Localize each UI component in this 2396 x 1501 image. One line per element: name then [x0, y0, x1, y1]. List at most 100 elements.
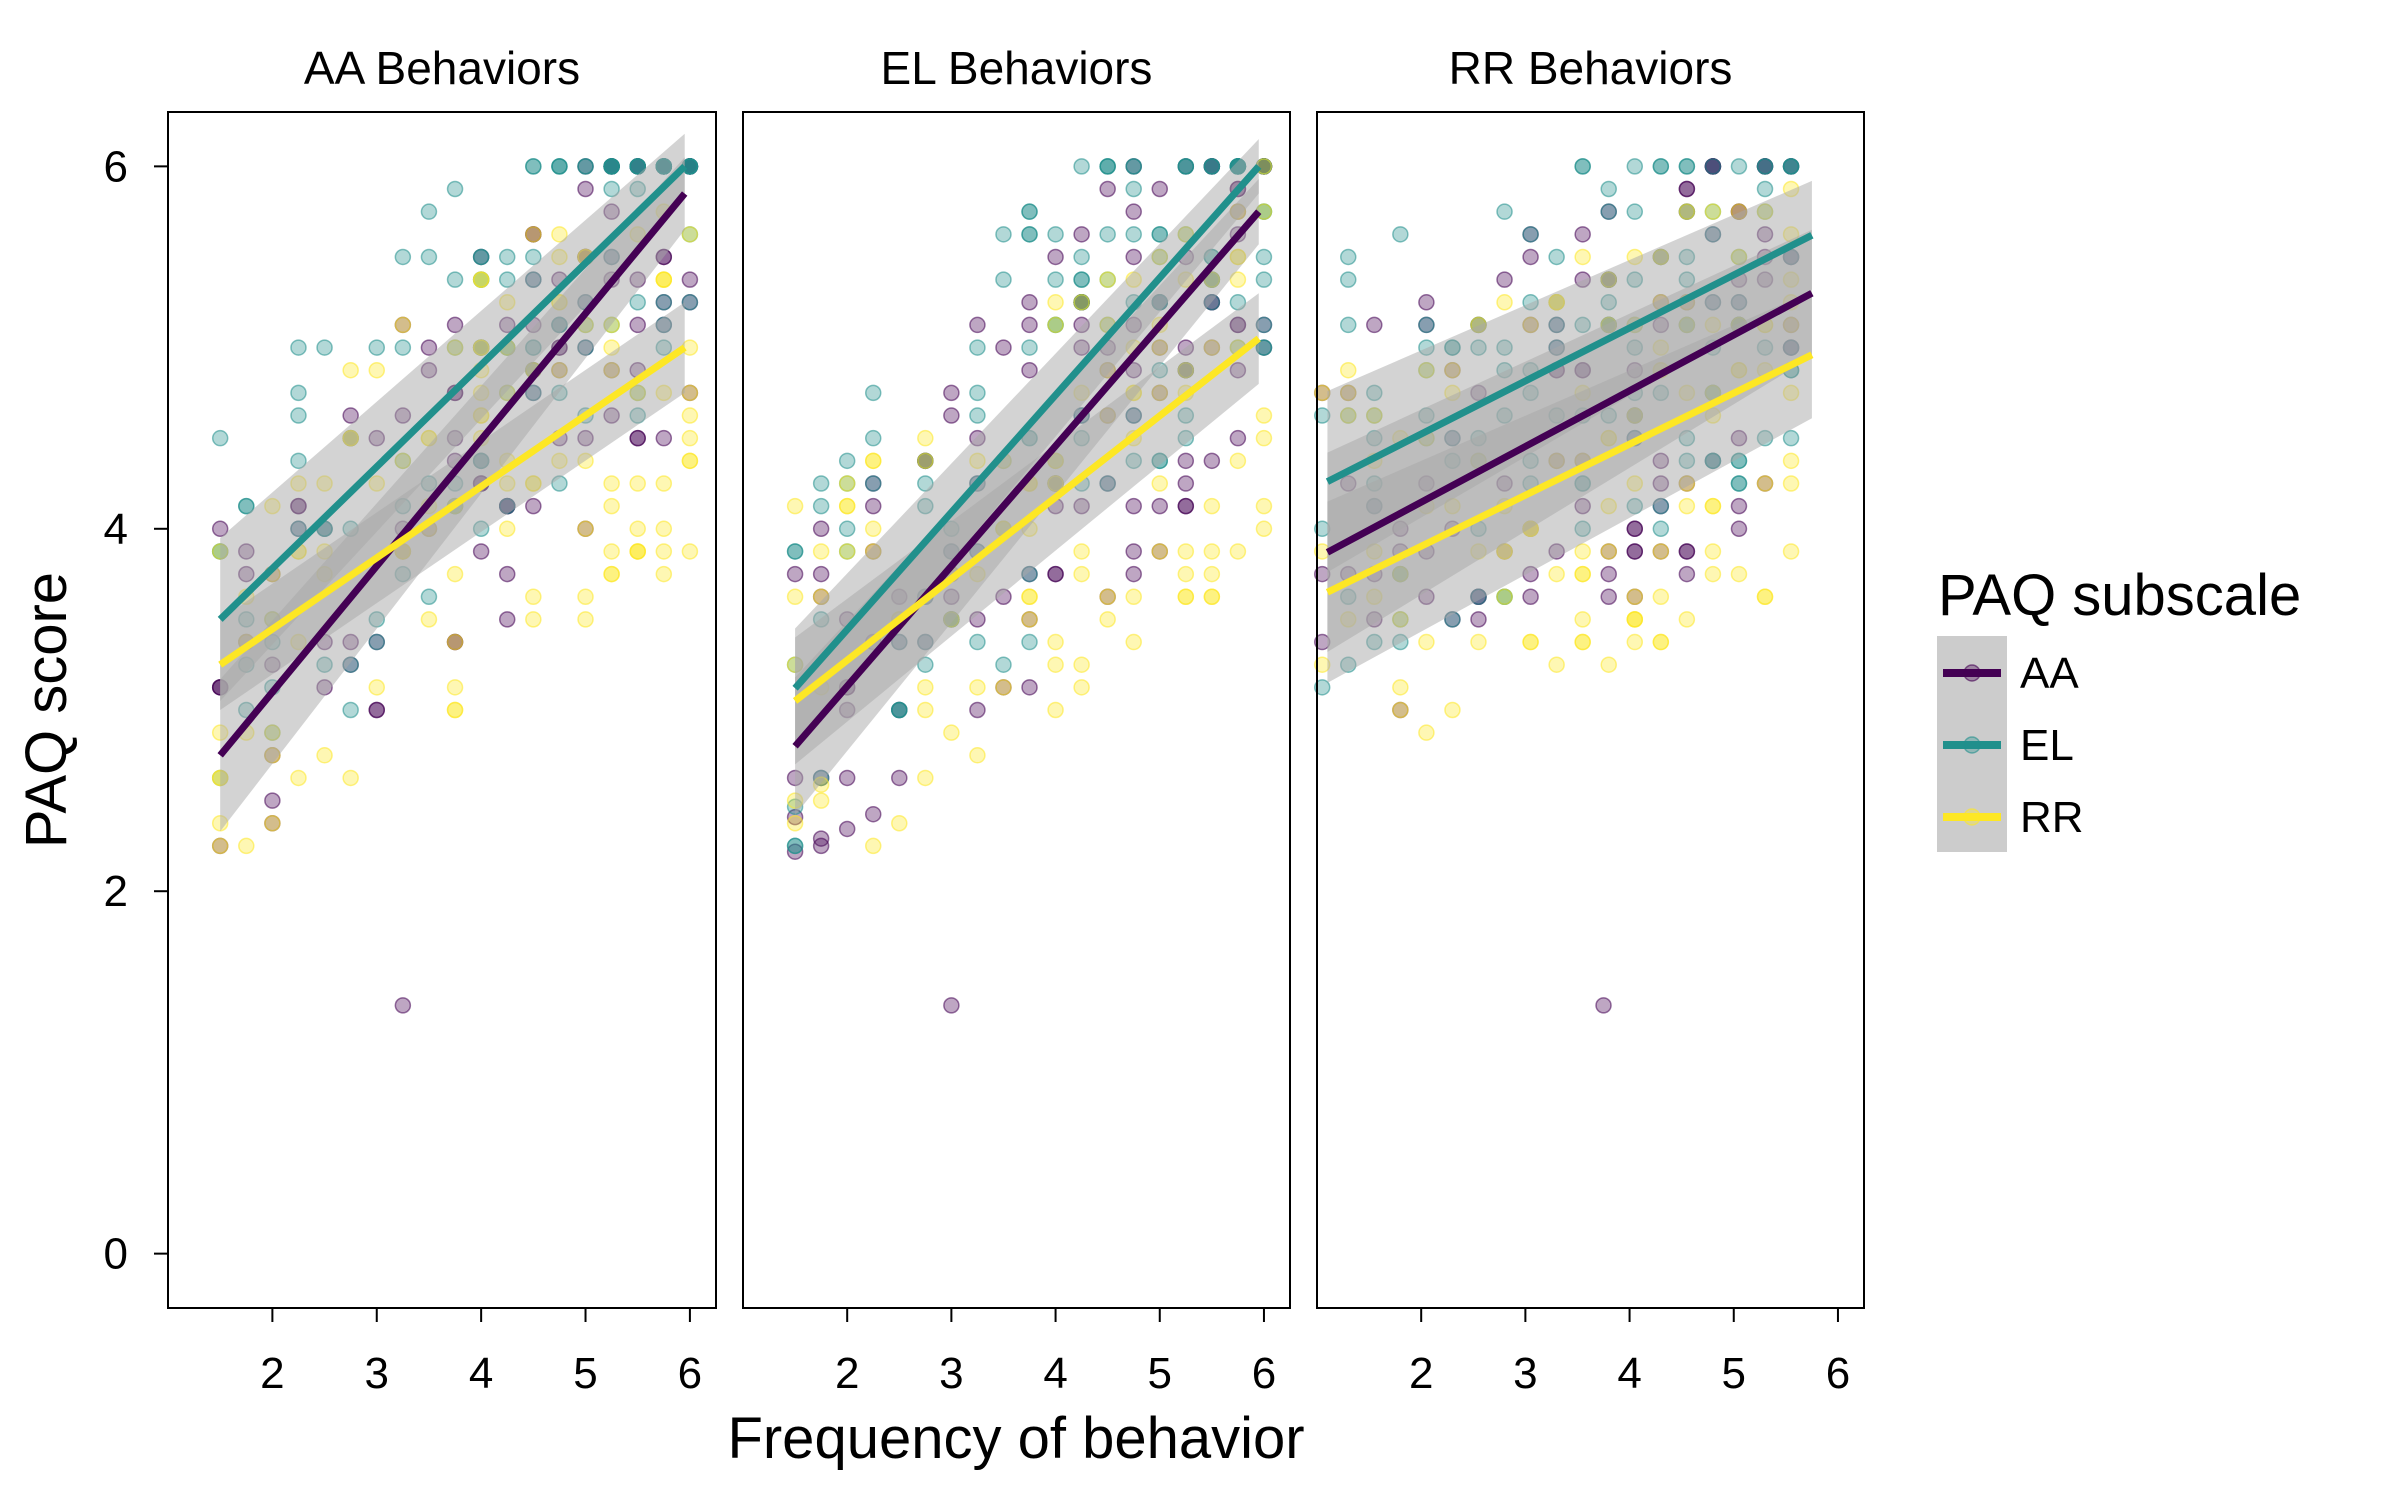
- data-point: [1099, 271, 1116, 288]
- data-point: [1125, 226, 1142, 243]
- data-point: [786, 497, 804, 515]
- data-point: [603, 158, 620, 175]
- data-point: [394, 997, 412, 1014]
- data-point: [1756, 158, 1774, 175]
- data-point: [1047, 294, 1064, 311]
- data-point: [1125, 203, 1142, 220]
- data-point: [1418, 294, 1435, 311]
- data-point: [786, 843, 804, 860]
- data-point: [1756, 588, 1774, 605]
- data-point: [1522, 588, 1539, 605]
- data-point: [525, 248, 542, 266]
- data-point: [1418, 724, 1435, 741]
- data-point: [1340, 248, 1357, 266]
- data-point: [1177, 543, 1195, 560]
- panel-1: AA Behaviors 2 3 4 5 6: [167, 42, 717, 1398]
- data-point: [1678, 497, 1696, 515]
- panel-frame: [167, 111, 717, 1309]
- data-point: [1125, 588, 1142, 605]
- legend-entry-label: AA: [2020, 649, 2079, 698]
- data-point: [1574, 611, 1591, 628]
- x-tick-label: 6: [1252, 1349, 1276, 1398]
- data-point: [681, 407, 699, 424]
- x-tick-label: 2: [835, 1349, 859, 1398]
- data-point: [551, 158, 568, 175]
- data-point: [1099, 158, 1116, 175]
- data-point: [1678, 565, 1696, 583]
- data-point: [1255, 520, 1273, 538]
- data-point: [368, 701, 386, 719]
- data-point: [211, 429, 229, 447]
- data-point: [1418, 316, 1435, 334]
- panel-2: EL Behaviors 2 3 4 5 6: [742, 42, 1291, 1398]
- data-point: [1496, 294, 1513, 311]
- data-point: [1340, 271, 1357, 288]
- panel-title: AA Behaviors: [304, 42, 580, 94]
- legend-key-point: [1963, 808, 1981, 826]
- data-point: [1392, 226, 1409, 243]
- data-point: [629, 158, 646, 175]
- data-point: [1151, 543, 1169, 560]
- data-point: [629, 475, 646, 492]
- data-point: [812, 543, 830, 560]
- data-point: [1177, 475, 1195, 492]
- legend-entry-label: EL: [2020, 721, 2074, 770]
- data-point: [681, 226, 699, 243]
- data-point: [1125, 180, 1142, 198]
- data-point: [1047, 656, 1064, 673]
- data-point: [238, 497, 255, 515]
- data-point: [498, 248, 516, 266]
- data-point: [1099, 611, 1116, 628]
- x-tick-label: 5: [1722, 1349, 1746, 1398]
- data-point: [1522, 226, 1539, 243]
- data-point: [1203, 543, 1221, 560]
- x-tick-label: 2: [260, 1349, 284, 1398]
- data-point: [1047, 565, 1064, 583]
- data-point: [525, 611, 542, 628]
- data-point: [681, 429, 699, 447]
- data-point: [1782, 452, 1800, 470]
- data-point: [498, 611, 516, 628]
- data-point: [1652, 588, 1670, 605]
- data-point: [1704, 158, 1722, 175]
- data-point: [1340, 316, 1357, 334]
- data-point: [1652, 543, 1670, 560]
- data-point: [1073, 248, 1090, 266]
- data-point: [1047, 226, 1064, 243]
- data-point: [211, 837, 229, 855]
- data-point: [629, 294, 646, 311]
- data-point: [943, 407, 960, 424]
- data-point: [1704, 565, 1722, 583]
- data-point: [1678, 158, 1696, 175]
- data-point: [864, 837, 882, 855]
- data-point: [1626, 588, 1644, 605]
- data-point: [1203, 497, 1221, 515]
- data-point: [525, 497, 542, 515]
- data-point: [603, 565, 620, 583]
- data-point: [1203, 565, 1221, 583]
- data-point: [1203, 158, 1221, 175]
- data-point: [1340, 361, 1357, 379]
- data-point: [1125, 158, 1142, 175]
- data-point: [1600, 180, 1617, 198]
- data-point: [1021, 611, 1038, 628]
- data-point: [943, 384, 960, 402]
- data-point: [577, 180, 594, 198]
- data-point: [446, 565, 464, 583]
- data-point: [1496, 203, 1513, 220]
- data-point: [1522, 248, 1539, 266]
- data-point: [917, 769, 934, 787]
- data-point: [1177, 452, 1195, 470]
- data-point: [1099, 588, 1116, 605]
- data-point: [1418, 633, 1435, 651]
- data-point: [1678, 543, 1696, 560]
- x-tick-label: 6: [1826, 1349, 1850, 1398]
- data-point: [1313, 679, 1331, 696]
- data-point: [368, 361, 386, 379]
- data-point: [1125, 543, 1142, 560]
- legend-title: PAQ subscale: [1938, 563, 2301, 628]
- data-point: [917, 429, 934, 447]
- x-tick-label: 5: [573, 1349, 597, 1398]
- data-point: [1548, 565, 1565, 583]
